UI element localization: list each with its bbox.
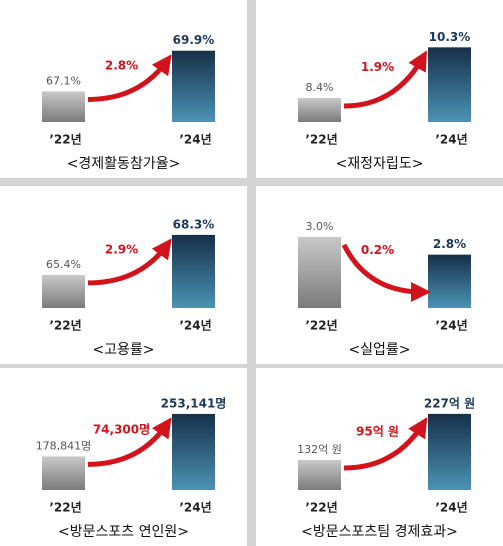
bar [42,91,85,122]
category-label: ’22년 [49,319,81,333]
category-label: ’24년 [435,133,467,147]
change-arrow [343,417,428,471]
chart-title: <실업률> [348,342,410,358]
value-label: 10.3% [429,30,471,44]
value-label: 8.4% [306,81,334,94]
value-label: 68.3% [173,217,215,231]
bar [172,413,215,490]
change-annotation: 74,300명 [93,423,150,437]
value-label: 69.9% [173,33,215,47]
change-arrow [87,238,172,286]
chart-title: <경제활동참가율> [67,156,181,172]
category-label: ’24년 [179,501,211,515]
value-label: 3.0% [306,220,334,233]
chart-title: <방문스포츠 연인원> [58,524,189,540]
bar [428,413,471,490]
category-label: ’24년 [179,319,211,333]
value-label: 253,141명 [161,396,227,410]
bar [428,254,471,308]
change-arrow [341,243,431,302]
value-label: 67.1% [46,74,81,87]
chart-title: <고용률> [92,342,154,358]
change-annotation: 0.2% [361,243,394,257]
change-arrow [87,417,172,467]
bar [428,47,471,123]
bar [42,456,85,490]
change-arrow [343,50,427,109]
value-label: 132억 원 [297,443,342,456]
category-label: ’24년 [435,319,467,333]
change-annotation: 2.9% [105,242,138,256]
value-label: 227억 원 [424,396,475,410]
bar [298,98,341,122]
bar [172,234,215,308]
category-label: ’24년 [179,133,211,147]
chart-title: <재정자립도> [336,156,424,172]
change-arrow [87,54,172,102]
change-annotation: 2.8% [105,59,138,73]
change-annotation: 1.9% [361,60,394,74]
bar [298,236,341,308]
value-label: 178,841명 [36,439,92,452]
change-annotation: 95억 원 [356,424,399,438]
bar [298,459,341,490]
category-label: ’22년 [305,319,337,333]
chart-title: <방문스포츠팀 경제효과> [301,524,458,540]
value-label: 65.4% [46,258,81,271]
category-label: ’22년 [305,133,337,147]
category-label: ’22년 [305,501,337,515]
category-label: ’22년 [49,501,81,515]
bar [42,274,85,308]
category-label: ’22년 [49,133,81,147]
value-label: 2.8% [433,237,466,251]
category-label: ’24년 [435,501,467,515]
bar [172,50,215,122]
